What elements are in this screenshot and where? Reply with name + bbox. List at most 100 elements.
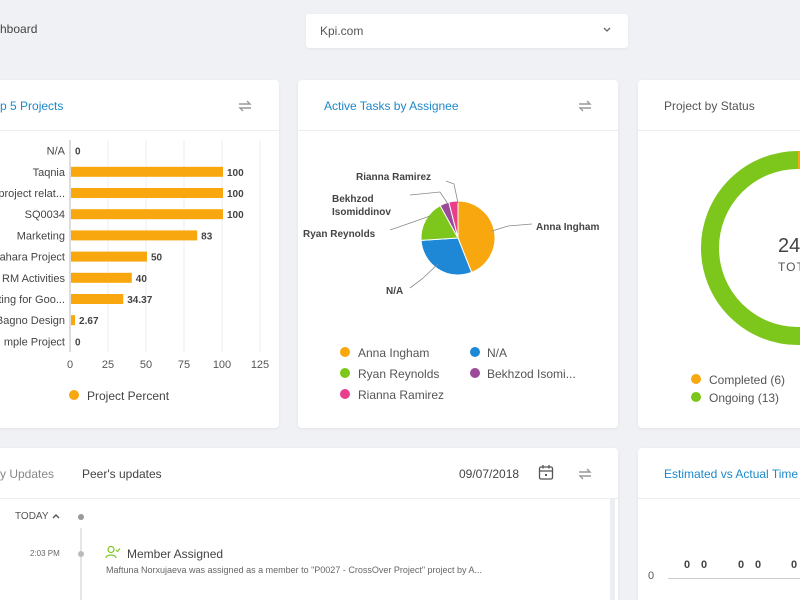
- company-select[interactable]: Kpi.com: [306, 14, 628, 48]
- x-axis: [668, 578, 800, 579]
- bar: [71, 272, 132, 283]
- x-tick-label: 50: [140, 359, 152, 371]
- callout-line: [445, 180, 459, 204]
- card-header: Active Tasks by Assignee: [298, 80, 618, 131]
- value-label: 100: [227, 210, 244, 221]
- bar: [71, 209, 223, 220]
- callout-line: [409, 263, 439, 289]
- chevron-down-icon: [603, 27, 611, 32]
- project-status-card: Project by Status 24 TOT Completed (6) O…: [638, 80, 800, 428]
- category-label: Bagno Design: [0, 315, 65, 327]
- legend-dot: [691, 374, 701, 384]
- callout-label: Anna Ingham: [536, 222, 599, 233]
- legend-label: Completed (6): [709, 373, 786, 387]
- legend-dot: [340, 389, 350, 399]
- card-title: Project by Status: [664, 99, 755, 113]
- x-tick-label: 25: [102, 359, 114, 371]
- bar: [71, 166, 223, 177]
- x-tick-label: 125: [251, 359, 269, 371]
- callout-label: Rianna Ramirez: [356, 172, 431, 183]
- legend-dot: [340, 368, 350, 378]
- value-label: 83: [201, 231, 213, 242]
- estimated-actual-card: Estimated vs Actual Time 0 0 0 0 0 0: [638, 448, 800, 600]
- legend-label: Rianna Ramirez: [358, 388, 445, 402]
- category-label: Marketing: [17, 230, 65, 242]
- refresh-icon[interactable]: [576, 465, 594, 483]
- callout-line: [389, 215, 431, 231]
- category-label: ting for Goo...: [0, 294, 65, 306]
- legend-label: N/A: [487, 346, 508, 360]
- timeline-dot: [78, 551, 84, 557]
- tab-my-updates[interactable]: y Updates: [0, 467, 55, 481]
- member-assigned-icon: [105, 545, 121, 559]
- tab-peers-updates[interactable]: Peer's updates: [82, 467, 162, 481]
- scrollbar[interactable]: [610, 499, 615, 600]
- callout-line: [491, 223, 533, 232]
- bar: [71, 230, 198, 241]
- card-title: p 5 Projects: [0, 99, 64, 113]
- calendar-icon[interactable]: [538, 464, 554, 481]
- legend-dot: [470, 347, 480, 357]
- callout-line: [409, 191, 449, 205]
- chevron-up-icon[interactable]: [51, 512, 61, 520]
- data-label: 0: [684, 559, 691, 571]
- legend-label: Ongoing (13): [709, 391, 780, 405]
- x-tick-label: 0: [67, 359, 73, 371]
- total-label: TOT: [778, 260, 800, 274]
- card-header: p 5 Projects: [0, 80, 279, 131]
- card-header: Project by Status: [638, 80, 800, 131]
- legend-label: Ryan Reynolds: [358, 367, 440, 381]
- value-label: 40: [136, 274, 148, 285]
- category-label: ahara Project: [0, 252, 65, 264]
- top-bar: hboard Kpi.com: [0, 0, 800, 62]
- category-label: RM Activities: [2, 273, 65, 285]
- value-label: 100: [227, 168, 244, 179]
- data-label: 0: [701, 559, 708, 571]
- value-label: 2.67: [79, 316, 99, 327]
- item-title: Member Assigned: [127, 547, 224, 561]
- bar: [71, 294, 124, 304]
- page-title: hboard: [0, 22, 38, 36]
- legend-dot: [69, 390, 79, 400]
- callout-label: Ryan Reynolds: [303, 229, 376, 240]
- pie-slice: [420, 237, 473, 276]
- status-donut-chart: [701, 150, 800, 345]
- value-label: 100: [227, 189, 244, 200]
- pie-slice: [420, 204, 459, 241]
- y-tick-label: 0: [648, 570, 655, 582]
- data-label: 0: [755, 559, 762, 571]
- category-label: SQ0034: [25, 209, 65, 221]
- refresh-icon[interactable]: [576, 97, 594, 115]
- item-description: Maftuna Norxujaeva was assigned as a mem…: [106, 565, 483, 575]
- card-header: Estimated vs Actual Time: [638, 448, 800, 499]
- category-label: mple Project: [4, 336, 65, 348]
- legend-dot: [470, 368, 480, 378]
- category-label: project relat...: [0, 188, 65, 200]
- timeline-line: [80, 528, 82, 600]
- legend-label: Project Percent: [87, 389, 170, 403]
- category-label: Taqnia: [33, 167, 66, 179]
- legend-label: Bekhzod Isomi...: [487, 367, 576, 381]
- legend-dot: [691, 392, 701, 402]
- data-label: 0: [791, 559, 798, 571]
- value-label: 0: [75, 147, 81, 158]
- timeline-group-label: TODAY: [15, 511, 49, 522]
- refresh-icon[interactable]: [236, 97, 254, 115]
- timeline-dot: [78, 514, 84, 520]
- x-tick-label: 100: [213, 359, 231, 371]
- legend-label: Anna Ingham: [358, 346, 430, 360]
- bar: [71, 188, 223, 198]
- callout-label: Bekhzod: [332, 194, 374, 205]
- item-time: 2:03 PM: [30, 549, 60, 558]
- updates-card: y Updates Peer's updates 09/07/2018 TODA…: [0, 448, 618, 600]
- assignee-pie-chart: Rianna Ramirez Bekhzod Isomiddinov Ryan …: [303, 172, 599, 297]
- callout-label: N/A: [386, 286, 403, 297]
- value-label: 50: [151, 253, 163, 264]
- category-label: N/A: [47, 146, 66, 158]
- updates-header: y Updates Peer's updates 09/07/2018: [0, 448, 618, 499]
- value-label: 0: [75, 337, 81, 348]
- top-projects-card: p 5 Projects 0 25 50 75 100 125 N/A 0 Taqnia 100 p…: [0, 80, 279, 428]
- data-label: 0: [738, 559, 745, 571]
- callout-label: Isomiddinov: [332, 207, 391, 218]
- card-title: Active Tasks by Assignee: [324, 99, 459, 113]
